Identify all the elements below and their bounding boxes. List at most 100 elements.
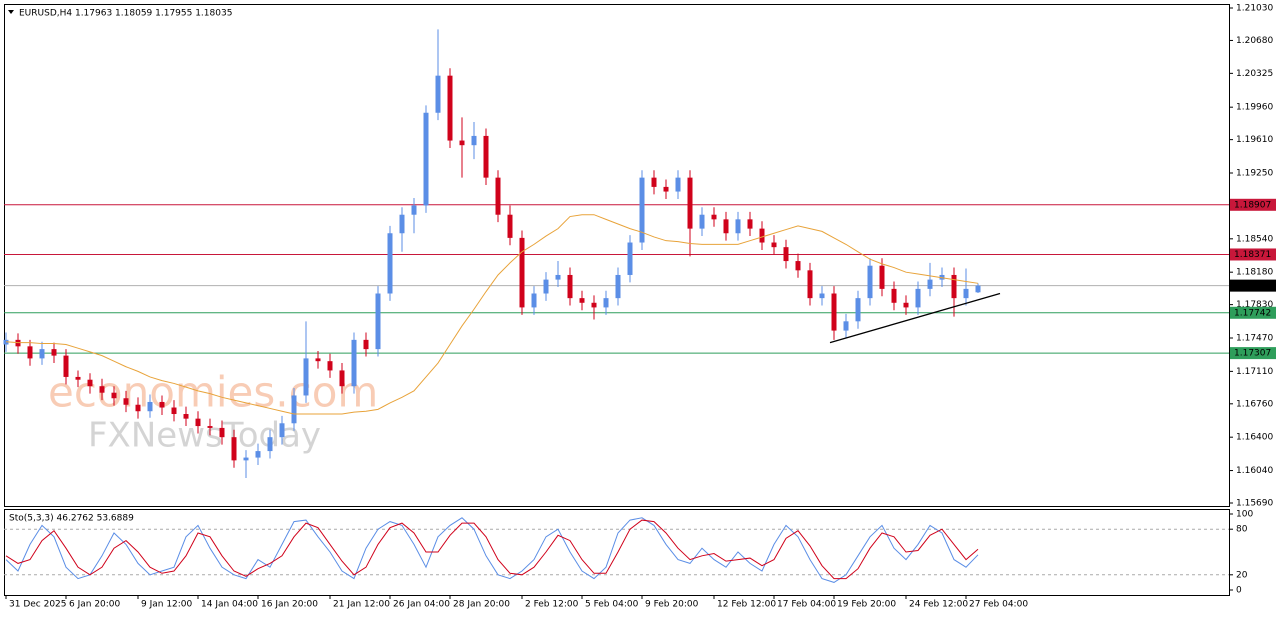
x-tick-label: 31 Dec 2025	[9, 600, 67, 610]
candle-body	[51, 349, 57, 356]
candle-body	[399, 214, 405, 234]
candle-body	[963, 288, 969, 299]
y-tick-label: 1.19250	[1236, 169, 1273, 179]
candle-body	[627, 242, 633, 275]
candle-body	[351, 339, 357, 387]
candle-body	[315, 358, 321, 362]
candle-body	[111, 392, 117, 399]
price-label: 1.18035	[1234, 281, 1271, 291]
candle-body	[747, 219, 753, 229]
candle-body	[879, 265, 885, 289]
candle-body	[567, 274, 573, 299]
candle-body	[303, 358, 309, 396]
trendline	[829, 292, 1001, 344]
y-tick-label: 0	[1236, 586, 1242, 596]
candle-body	[39, 349, 45, 359]
candle-body	[387, 233, 393, 294]
candle-body	[903, 302, 909, 308]
y-tick-label: 1.20680	[1236, 36, 1273, 46]
candle-body	[99, 386, 105, 393]
candle-body	[663, 186, 669, 192]
candle-body	[231, 437, 237, 461]
candle-body	[411, 205, 417, 215]
moving-average	[5, 214, 979, 415]
y-tick-label: 1.17110	[1236, 367, 1273, 377]
x-tick-label: 26 Jan 04:00	[393, 600, 450, 610]
candle-body	[867, 265, 873, 299]
candle-body	[783, 247, 789, 262]
x-tick-label: 6 Jan 20:00	[69, 600, 121, 610]
candle-body	[159, 401, 165, 408]
candle-body	[591, 302, 597, 308]
candle-body	[147, 401, 153, 412]
price-label: 1.18371	[1234, 250, 1271, 260]
price-label: 1.17742	[1234, 308, 1271, 318]
candle-body	[807, 270, 813, 299]
candle-body	[651, 177, 657, 187]
menu-arrow[interactable]	[8, 10, 14, 14]
candle-body	[27, 346, 33, 359]
stochastic-panel	[4, 509, 1230, 596]
x-tick-label: 16 Jan 20:00	[261, 600, 318, 610]
chart-title: EURUSD,H4 1.17963 1.18059 1.17955 1.1803…	[19, 9, 232, 19]
candle-body	[279, 423, 285, 438]
y-tick-label: 1.17830	[1236, 300, 1273, 310]
indicator-title: Sto(5,3,3) 46.2762 53.6889	[9, 514, 134, 524]
candle-body	[435, 75, 441, 113]
y-tick-label: 20	[1236, 570, 1248, 580]
candle-body	[687, 177, 693, 229]
candle-body	[219, 427, 225, 438]
price-label-bg	[1230, 306, 1276, 319]
price-label-bg	[1230, 279, 1276, 292]
y-tick-label: 1.16760	[1236, 399, 1273, 409]
candle-body	[183, 414, 189, 419]
price-label-bg	[1230, 198, 1276, 211]
candle-body	[363, 339, 369, 350]
watermark: FXNewsToday	[88, 416, 321, 456]
candle-body	[483, 135, 489, 178]
y-tick-label: 1.15690	[1236, 499, 1273, 509]
candle-body	[795, 261, 801, 271]
x-tick-label: 2 Feb 12:00	[525, 600, 579, 610]
price-label: 1.17307	[1234, 349, 1271, 359]
x-tick-label: 5 Feb 04:00	[585, 600, 639, 610]
price-label-bg	[1230, 347, 1276, 360]
watermark: economies.com	[48, 368, 378, 417]
candle-body	[543, 279, 549, 294]
x-tick-label: 9 Jan 12:00	[141, 600, 193, 610]
stochastic-line	[5, 517, 979, 583]
candle-body	[951, 274, 957, 299]
y-tick-label: 1.18540	[1236, 234, 1273, 244]
price-label-bg	[1230, 248, 1276, 261]
candle-body	[531, 293, 537, 308]
candle-body	[819, 293, 825, 299]
candle-body	[975, 285, 981, 293]
x-tick-label: 28 Jan 20:00	[453, 600, 510, 610]
candle-body	[579, 298, 585, 303]
candle-body	[327, 361, 333, 371]
candle-body	[423, 112, 429, 206]
y-tick-label: 1.16400	[1236, 433, 1273, 443]
candle-body	[639, 177, 645, 243]
candle-body	[195, 418, 201, 427]
y-tick-label: 1.18180	[1236, 268, 1273, 278]
candle-body	[495, 177, 501, 215]
candle-body	[123, 398, 129, 405]
x-tick-label: 21 Jan 12:00	[333, 600, 390, 610]
candle-body	[699, 214, 705, 229]
main-panel	[4, 4, 1230, 507]
stochastic-line	[5, 519, 979, 580]
y-tick-label: 1.19960	[1236, 103, 1273, 113]
x-tick-label: 12 Feb 12:00	[717, 600, 776, 610]
candle-body	[735, 219, 741, 234]
y-tick-label: 1.17470	[1236, 334, 1273, 344]
candle-body	[555, 274, 561, 280]
candle-body	[447, 75, 453, 141]
candle-body	[915, 288, 921, 308]
x-tick-label: 14 Jan 04:00	[201, 600, 258, 610]
candle-body	[771, 242, 777, 248]
candle-body	[243, 457, 249, 461]
x-tick-label: 19 Feb 20:00	[837, 600, 896, 610]
candle-body	[603, 298, 609, 308]
